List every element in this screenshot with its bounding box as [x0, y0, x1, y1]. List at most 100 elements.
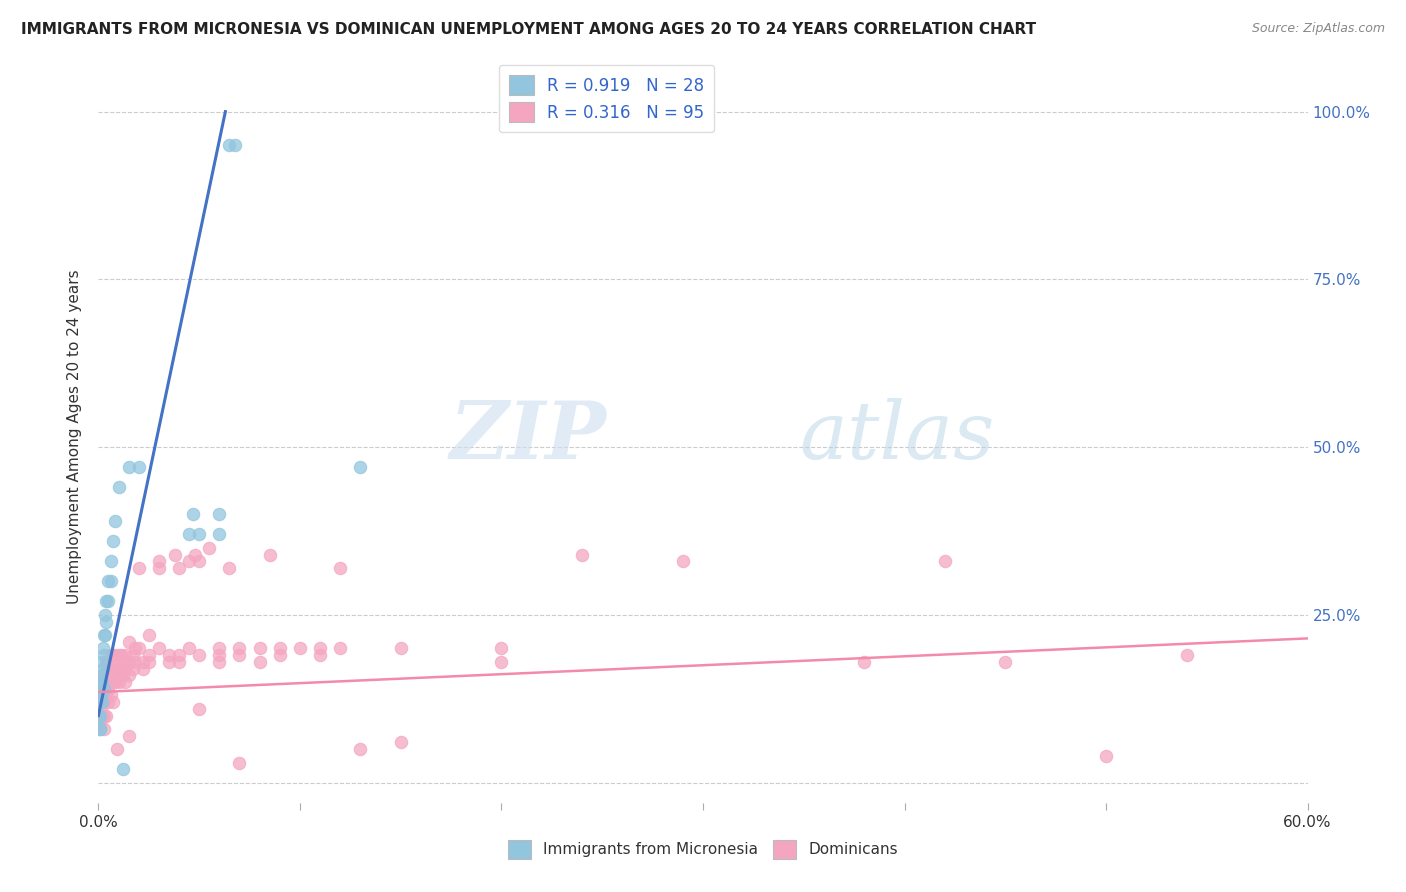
Point [89, 708, 111, 723]
Point [349, 460, 371, 475]
Point [208, 655, 231, 669]
Point [124, 655, 146, 669]
Point [118, 668, 141, 682]
Point [121, 662, 143, 676]
Point [491, 655, 513, 669]
Point [114, 662, 136, 676]
Point [121, 648, 143, 662]
Point [101, 534, 124, 549]
Point [114, 648, 136, 662]
Point [128, 561, 150, 575]
Point [228, 756, 250, 770]
Point [208, 527, 231, 541]
Point [1175, 648, 1198, 662]
Point [157, 655, 180, 669]
Point [97, 681, 120, 696]
Point [89, 708, 111, 723]
Point [111, 668, 134, 682]
Point [107, 480, 129, 494]
Point [218, 138, 240, 153]
Point [138, 655, 160, 669]
Point [110, 648, 132, 662]
Point [90, 689, 112, 703]
Point [103, 675, 125, 690]
Point [111, 655, 134, 669]
Point [89, 695, 111, 709]
Point [94, 628, 117, 642]
Point [105, 655, 128, 669]
Point [208, 648, 231, 662]
Point [103, 648, 125, 662]
Point [269, 641, 291, 656]
Point [93, 641, 115, 656]
Point [101, 662, 124, 676]
Point [181, 508, 204, 522]
Point [1095, 748, 1118, 763]
Point [218, 561, 240, 575]
Point [97, 668, 120, 682]
Point [93, 681, 115, 696]
Point [198, 541, 221, 555]
Point [208, 641, 231, 656]
Point [179, 527, 201, 541]
Point [148, 561, 170, 575]
Point [96, 708, 118, 723]
Point [93, 628, 115, 642]
Point [101, 675, 124, 690]
Point [389, 641, 412, 656]
Point [571, 548, 593, 562]
Point [96, 655, 118, 669]
Point [91, 675, 114, 690]
Point [132, 655, 155, 669]
Point [110, 662, 132, 676]
Point [100, 574, 122, 589]
Point [124, 641, 146, 656]
Point [138, 628, 160, 642]
Point [93, 708, 115, 723]
Point [91, 695, 114, 709]
Point [128, 460, 150, 475]
Point [100, 554, 122, 568]
Point [118, 460, 141, 475]
Point [91, 695, 114, 709]
Point [179, 641, 201, 656]
Point [118, 729, 141, 743]
Point [167, 648, 190, 662]
Point [93, 681, 115, 696]
Point [208, 508, 231, 522]
Point [148, 554, 170, 568]
Point [100, 662, 122, 676]
Point [132, 662, 155, 676]
Point [96, 675, 118, 690]
Point [249, 641, 271, 656]
Point [111, 762, 134, 776]
Point [934, 554, 956, 568]
Text: ZIP: ZIP [450, 399, 606, 475]
Point [101, 648, 124, 662]
Point [118, 655, 141, 669]
Text: Source: ZipAtlas.com: Source: ZipAtlas.com [1251, 22, 1385, 36]
Point [96, 594, 118, 608]
Point [163, 548, 186, 562]
Point [329, 561, 352, 575]
Point [96, 689, 118, 703]
Point [188, 554, 211, 568]
Point [93, 695, 115, 709]
Point [188, 648, 211, 662]
Legend: Immigrants from Micronesia, Dominicans: Immigrants from Micronesia, Dominicans [502, 834, 904, 864]
Point [90, 668, 112, 682]
Point [167, 561, 190, 575]
Point [259, 548, 281, 562]
Point [91, 655, 114, 669]
Point [228, 648, 250, 662]
Point [224, 138, 246, 153]
Point [93, 722, 115, 736]
Point [93, 668, 115, 682]
Point [491, 641, 513, 656]
Y-axis label: Unemployment Among Ages 20 to 24 years: Unemployment Among Ages 20 to 24 years [67, 269, 83, 605]
Point [184, 548, 207, 562]
Point [994, 655, 1017, 669]
Point [105, 742, 128, 756]
Point [128, 641, 150, 656]
Point [103, 662, 125, 676]
